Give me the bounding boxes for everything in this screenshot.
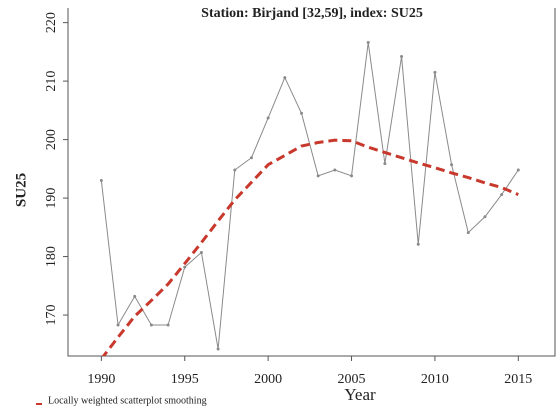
plot-area — [99, 41, 520, 356]
x-tick-label: 2005 — [338, 372, 366, 387]
data-point — [283, 76, 287, 80]
y-tick-label: 210 — [44, 71, 59, 92]
axis-frame — [67, 8, 556, 357]
data-point — [233, 168, 237, 172]
series-line — [101, 138, 519, 356]
y-tick-label: 200 — [44, 129, 59, 150]
data-point — [166, 323, 170, 327]
data-point — [333, 168, 337, 172]
x-tick-label: 1995 — [171, 372, 199, 387]
x-tick-label: 2010 — [421, 372, 449, 387]
data-point — [199, 250, 203, 254]
y-tick-label: 220 — [44, 12, 59, 33]
data-point — [383, 162, 387, 166]
y-tick-label: 190 — [44, 188, 59, 209]
x-tick-label: 1990 — [87, 372, 115, 387]
data-point — [500, 193, 504, 197]
data-point — [99, 179, 103, 183]
data-point — [433, 70, 437, 74]
y-tick-label: 170 — [44, 305, 59, 326]
data-point — [266, 116, 270, 120]
data-point — [249, 156, 253, 160]
data-point — [450, 163, 454, 167]
y-tick-label: 180 — [44, 246, 59, 267]
data-point — [299, 111, 303, 115]
data-point — [400, 55, 404, 59]
data-point — [466, 231, 470, 235]
data-point — [350, 174, 354, 178]
x-tick-label: 2000 — [254, 372, 282, 387]
legend-label: Locally weighted scatterplot smoothing — [48, 395, 207, 406]
data-point — [516, 168, 520, 172]
data-point — [483, 215, 487, 219]
series-line — [100, 42, 519, 350]
data-point — [416, 242, 420, 246]
data-point — [116, 323, 120, 327]
x-tick-label: 2015 — [504, 372, 532, 387]
chart-title: Station: Birjand [32,59], index: SU25 — [201, 6, 423, 21]
data-point — [366, 41, 370, 45]
x-axis-label: Year — [344, 385, 376, 404]
y-axis-label: SU25 — [13, 173, 29, 207]
data-point — [216, 347, 220, 351]
data-point — [149, 323, 153, 327]
data-point — [316, 174, 320, 178]
data-point — [183, 265, 187, 269]
data-point — [133, 294, 137, 298]
